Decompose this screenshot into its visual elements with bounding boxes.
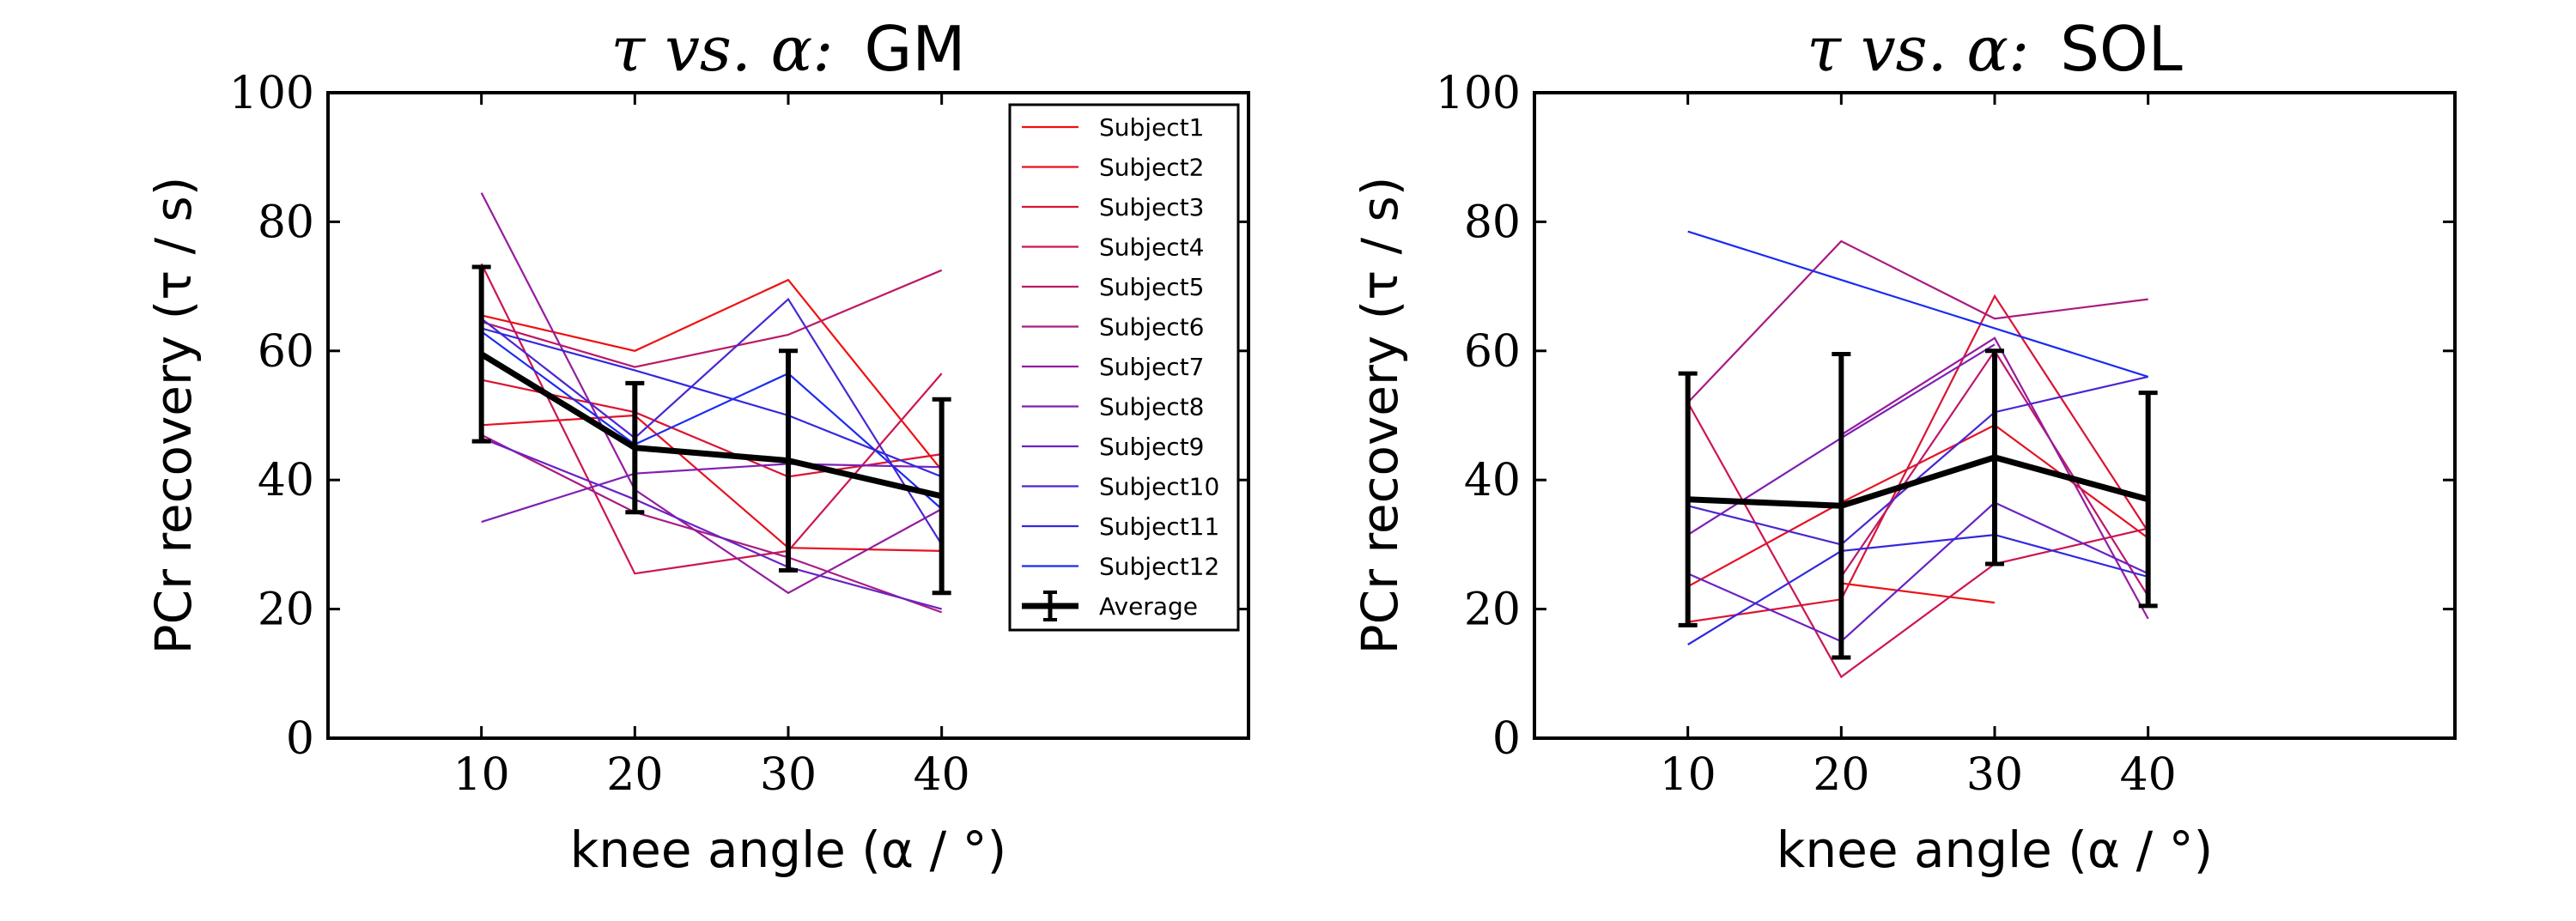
gm-y-tick-label: 20 bbox=[258, 585, 314, 636]
gm-y-tick-label: 100 bbox=[229, 68, 314, 119]
legend-label: Subject8 bbox=[1099, 393, 1205, 421]
gm-series-line-subject12 bbox=[481, 330, 943, 510]
legend-item: Subject5 bbox=[1022, 273, 1205, 301]
legend-label: Subject4 bbox=[1099, 233, 1205, 262]
legend-label: Subject11 bbox=[1099, 512, 1219, 541]
legend-label: Subject5 bbox=[1099, 273, 1205, 301]
sol-x-tick-label: 40 bbox=[2120, 749, 2177, 801]
legend-item: Subject4 bbox=[1022, 233, 1205, 262]
gm-x-tick-label: 20 bbox=[606, 749, 663, 801]
gm-series-line-subject7 bbox=[480, 192, 943, 595]
gm-chart-title: τ vs. α: GM bbox=[611, 13, 966, 85]
gm-y-axis-label: PCr recovery (τ / s) bbox=[144, 177, 203, 655]
sol-x-tick-label: 20 bbox=[1813, 749, 1869, 801]
gm-error-bar bbox=[471, 264, 491, 444]
legend-item: Subject1 bbox=[1022, 113, 1205, 142]
legend-label-average: Average bbox=[1099, 592, 1198, 621]
legend-label: Subject6 bbox=[1099, 313, 1205, 342]
gm-series-line-subject1 bbox=[481, 278, 943, 471]
gm-x-axis-label: knee angle (α / °) bbox=[570, 821, 1006, 879]
sol-y-tick-label: 60 bbox=[1464, 326, 1521, 378]
sol-series-line-subject3 bbox=[1687, 294, 2149, 623]
gm-x-tick-label: 30 bbox=[760, 749, 817, 801]
legend-label: Subject3 bbox=[1099, 193, 1205, 221]
legend-item: Subject7 bbox=[1022, 353, 1205, 381]
gm-series-line-subject6 bbox=[481, 433, 943, 614]
sol-x-tick-label: 30 bbox=[1966, 749, 2023, 801]
legend-label: Subject10 bbox=[1099, 473, 1219, 501]
gm-series-line-subject10 bbox=[481, 297, 943, 545]
gm-series-line-subject5 bbox=[481, 269, 943, 368]
legend-label: Subject9 bbox=[1099, 433, 1205, 461]
gm-x-tick-label: 40 bbox=[914, 749, 970, 801]
sol-y-tick-label: 80 bbox=[1464, 197, 1521, 248]
gm-average-line bbox=[479, 351, 943, 500]
legend: Subject1 Subject2 Subject3 Subject4 Subject5… bbox=[1008, 103, 1240, 632]
legend-label: Subject7 bbox=[1099, 353, 1205, 381]
gm-series-line-subject11 bbox=[481, 327, 943, 478]
legend-item: Subject9 bbox=[1022, 433, 1205, 461]
gm-y-tick-label: 0 bbox=[286, 713, 314, 765]
sol-error-bar bbox=[1678, 371, 1698, 627]
gm-y-tick-label: 80 bbox=[258, 197, 314, 248]
sol-series-line-subject10 bbox=[1687, 375, 2148, 546]
sol-y-axis-label: PCr recovery (τ / s) bbox=[1351, 177, 1409, 655]
legend-item: Subject10 bbox=[1022, 473, 1219, 501]
sol-series-line-subject4 bbox=[1686, 402, 2148, 679]
sol-y-tick-label: 20 bbox=[1464, 585, 1521, 636]
sol-x-axis-label: knee angle (α / °) bbox=[1777, 821, 2213, 879]
gm-plot-area bbox=[471, 192, 951, 614]
legend-label: Subject12 bbox=[1099, 553, 1219, 581]
legend-item: Subject8 bbox=[1022, 393, 1205, 421]
sol-series-line-subject7 bbox=[1840, 336, 2149, 620]
sol-series-line-subject12 bbox=[1687, 230, 2149, 378]
sol-plot-area bbox=[1678, 230, 2158, 679]
sol-series-line-subject6 bbox=[1686, 239, 2148, 403]
sol-y-tick-label: 40 bbox=[1464, 455, 1521, 506]
sol-chart: τ vs. α: SOL PCr recovery (τ / s) knee a… bbox=[1351, 13, 2457, 879]
gm-series-line-subject9 bbox=[481, 437, 942, 610]
gm-series-line-subject8 bbox=[481, 463, 942, 524]
sol-series-line-subject11 bbox=[1687, 533, 2148, 645]
gm-chart: τ vs. α: GM PCr recovery (τ / s) knee an… bbox=[144, 13, 1250, 879]
sol-y-tick-label: 100 bbox=[1436, 68, 1521, 119]
sol-ticks: 10 20 30 40 0 20 40 60 80 100 bbox=[1436, 68, 2455, 801]
sol-x-tick-label: 10 bbox=[1660, 749, 1716, 801]
gm-series-line-subject4 bbox=[480, 263, 943, 575]
legend-item: Subject12 bbox=[1022, 553, 1219, 581]
gm-y-tick-label: 60 bbox=[258, 326, 314, 378]
legend-item: Subject3 bbox=[1022, 193, 1205, 221]
legend-item: Subject2 bbox=[1022, 154, 1205, 182]
gm-y-tick-label: 40 bbox=[258, 455, 314, 506]
sol-average-line bbox=[1687, 454, 2149, 509]
gm-ticks: 10 20 30 40 0 20 40 60 80 100 bbox=[229, 68, 1249, 801]
sol-series-line-subject1 bbox=[1841, 582, 1996, 604]
gm-x-tick-label: 10 bbox=[453, 749, 510, 801]
legend-item-average: Average bbox=[1022, 591, 1198, 621]
legend-item: Subject6 bbox=[1022, 313, 1205, 342]
legend-item: Subject11 bbox=[1022, 512, 1219, 541]
legend-label: Subject1 bbox=[1099, 113, 1205, 142]
sol-series-line-subject9 bbox=[1687, 501, 2149, 643]
legend-label: Subject2 bbox=[1099, 154, 1205, 182]
sol-chart-title: τ vs. α: SOL bbox=[1807, 13, 2183, 85]
sol-y-tick-label: 0 bbox=[1492, 713, 1521, 765]
legend-items: Subject1 Subject2 Subject3 Subject4 Subject5… bbox=[1022, 113, 1219, 621]
